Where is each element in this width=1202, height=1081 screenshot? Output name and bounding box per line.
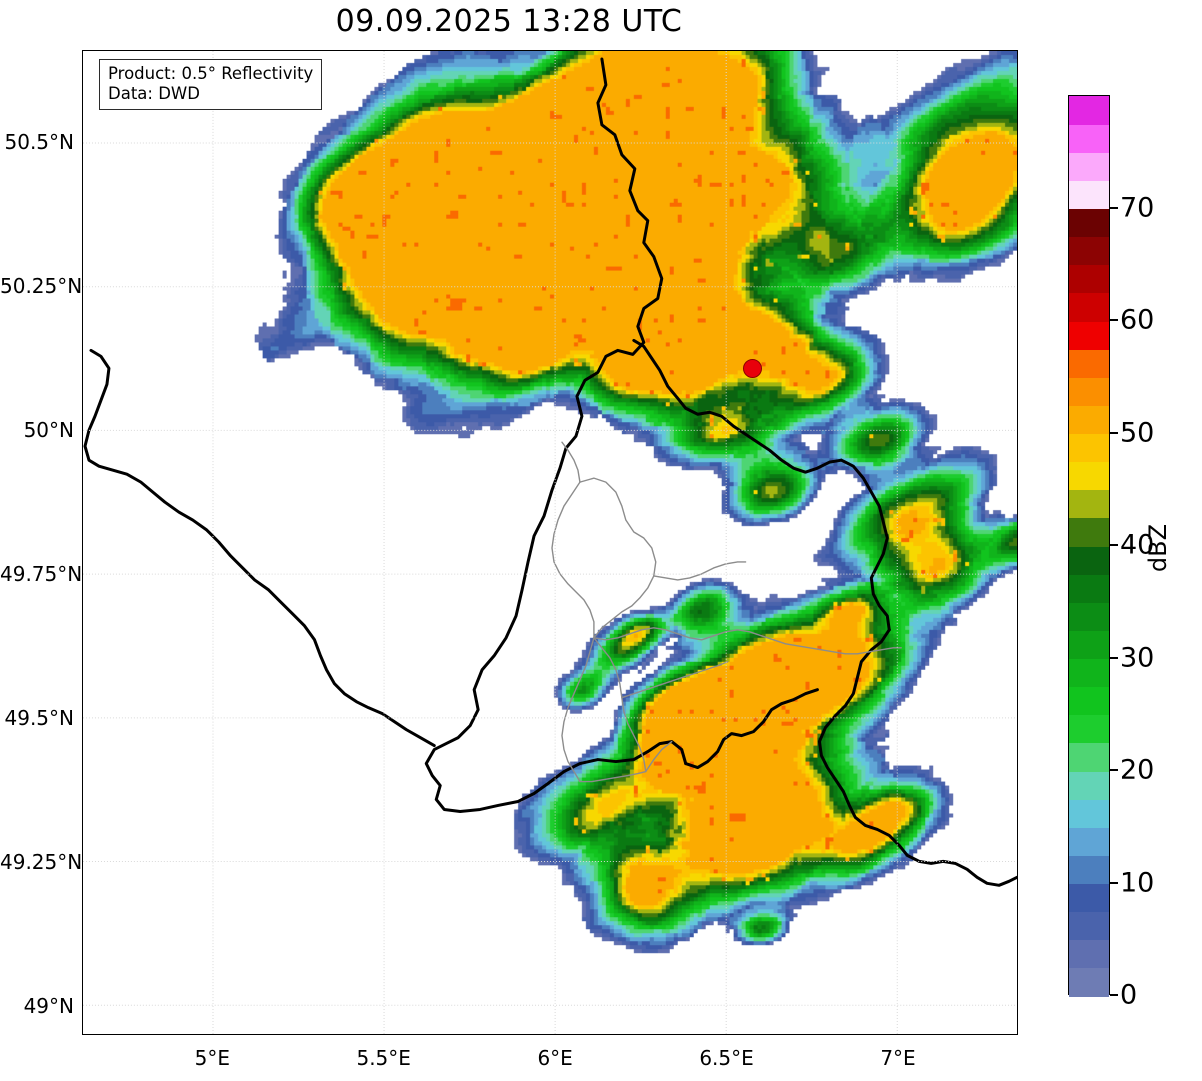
colorbar-label-5: 50 <box>1120 417 1155 448</box>
colorbar-band-26 <box>1069 236 1109 266</box>
y-tick-label-1: 50.25°N <box>0 274 83 299</box>
info-data-line: Data: DWD <box>108 84 200 104</box>
colorbar-tick-7 <box>1110 206 1118 209</box>
colorbar[interactable] <box>1068 95 1110 997</box>
canton-borders-group <box>551 441 902 783</box>
colorbar-band-30 <box>1069 124 1109 153</box>
colorbar-band-18 <box>1069 461 1109 491</box>
colorbar-band-5 <box>1069 827 1109 856</box>
y-tick-label-4: 49.5°N <box>4 706 75 731</box>
colorbar-label-7: 70 <box>1120 192 1155 223</box>
colorbar-band-31 <box>1069 96 1109 125</box>
colorbar-tick-4 <box>1110 544 1118 546</box>
colorbar-label-2: 20 <box>1120 754 1155 786</box>
x-tick-label-4: 7°E <box>880 1046 916 1070</box>
info-product-line: Product: 0.5° Reflectivity <box>108 64 314 83</box>
y-tick-label-3: 49.75°N <box>0 562 83 587</box>
colorbar-band-1 <box>1069 939 1109 969</box>
colorbar-band-11 <box>1069 658 1109 688</box>
national-border-lux-ne <box>632 338 843 474</box>
colorbar-band-15 <box>1069 546 1109 575</box>
x-tick-label-1: 5.5°E <box>356 1046 411 1070</box>
info-box: Product: 0.5° Reflectivity Data: DWD <box>99 59 323 111</box>
map-borders-layer <box>83 57 1017 887</box>
x-tick-label-3: 6.5°E <box>699 1046 754 1070</box>
colorbar-tick-5 <box>1110 431 1118 434</box>
colorbar-band-23 <box>1069 321 1109 350</box>
colorbar-band-21 <box>1069 377 1109 406</box>
colorbar-band-28 <box>1069 180 1109 210</box>
colorbar-band-14 <box>1069 574 1109 603</box>
colorbar-band-8 <box>1069 742 1109 772</box>
colorbar-band-13 <box>1069 602 1109 631</box>
y-tick-label-5: 49.25°N <box>0 850 83 875</box>
colorbar-label-4: 40 <box>1120 529 1155 561</box>
radar-reflectivity-layer <box>83 51 1017 1034</box>
national-border-path-east <box>684 688 819 770</box>
colorbar-label-6: 60 <box>1120 304 1155 336</box>
colorbar-band-19 <box>1069 433 1109 463</box>
colorbar-band-17 <box>1069 489 1109 519</box>
radar-site-marker[interactable] <box>743 359 763 379</box>
colorbar-tick-0 <box>1110 994 1118 996</box>
colorbar-band-4 <box>1069 855 1109 885</box>
colorbar-band-10 <box>1069 686 1109 716</box>
colorbar-band-22 <box>1069 349 1109 378</box>
colorbar-title: dBZ <box>1144 523 1172 573</box>
colorbar-band-29 <box>1069 152 1109 181</box>
colorbar-tick-1 <box>1110 881 1118 884</box>
colorbar-band-27 <box>1069 208 1109 238</box>
colorbar-band-9 <box>1069 714 1109 744</box>
y-tick-label-2: 50°N <box>23 418 74 443</box>
national-border-path <box>424 57 688 813</box>
colorbar-band-20 <box>1069 405 1109 435</box>
colorbar-band-16 <box>1069 517 1109 547</box>
colorbar-band-6 <box>1069 799 1109 828</box>
national-border-west <box>83 348 436 748</box>
y-tick-label-0: 50.5°N <box>4 130 75 155</box>
colorbar-band-12 <box>1069 630 1109 660</box>
x-tick-label-2: 6°E <box>537 1046 573 1070</box>
colorbar-band-3 <box>1069 883 1109 913</box>
y-tick-label-6: 49°N <box>23 994 74 1019</box>
radar-plot-area[interactable]: Product: 0.5° Reflectivity Data: DWD <box>82 50 1018 1035</box>
colorbar-band-24 <box>1069 292 1109 322</box>
colorbar-tick-3 <box>1110 656 1118 659</box>
colorbar-band-7 <box>1069 771 1109 800</box>
colorbar-tick-6 <box>1110 319 1118 321</box>
colorbar-band-25 <box>1069 264 1109 294</box>
page-title: 09.09.2025 13:28 UTC <box>335 4 683 39</box>
colorbar-label-3: 30 <box>1120 642 1155 673</box>
colorbar-tick-2 <box>1110 769 1118 771</box>
colorbar-label-1: 10 <box>1120 867 1155 898</box>
national-border-lux-east <box>839 458 891 632</box>
x-tick-label-0: 5°E <box>194 1046 230 1070</box>
colorbar-band-2 <box>1069 911 1109 941</box>
colorbar-label-0: 0 <box>1120 979 1138 1011</box>
colorbar-band-0 <box>1069 967 1109 997</box>
national-border-saar-south <box>817 628 1017 887</box>
lat-lon-grid <box>83 51 1017 1034</box>
